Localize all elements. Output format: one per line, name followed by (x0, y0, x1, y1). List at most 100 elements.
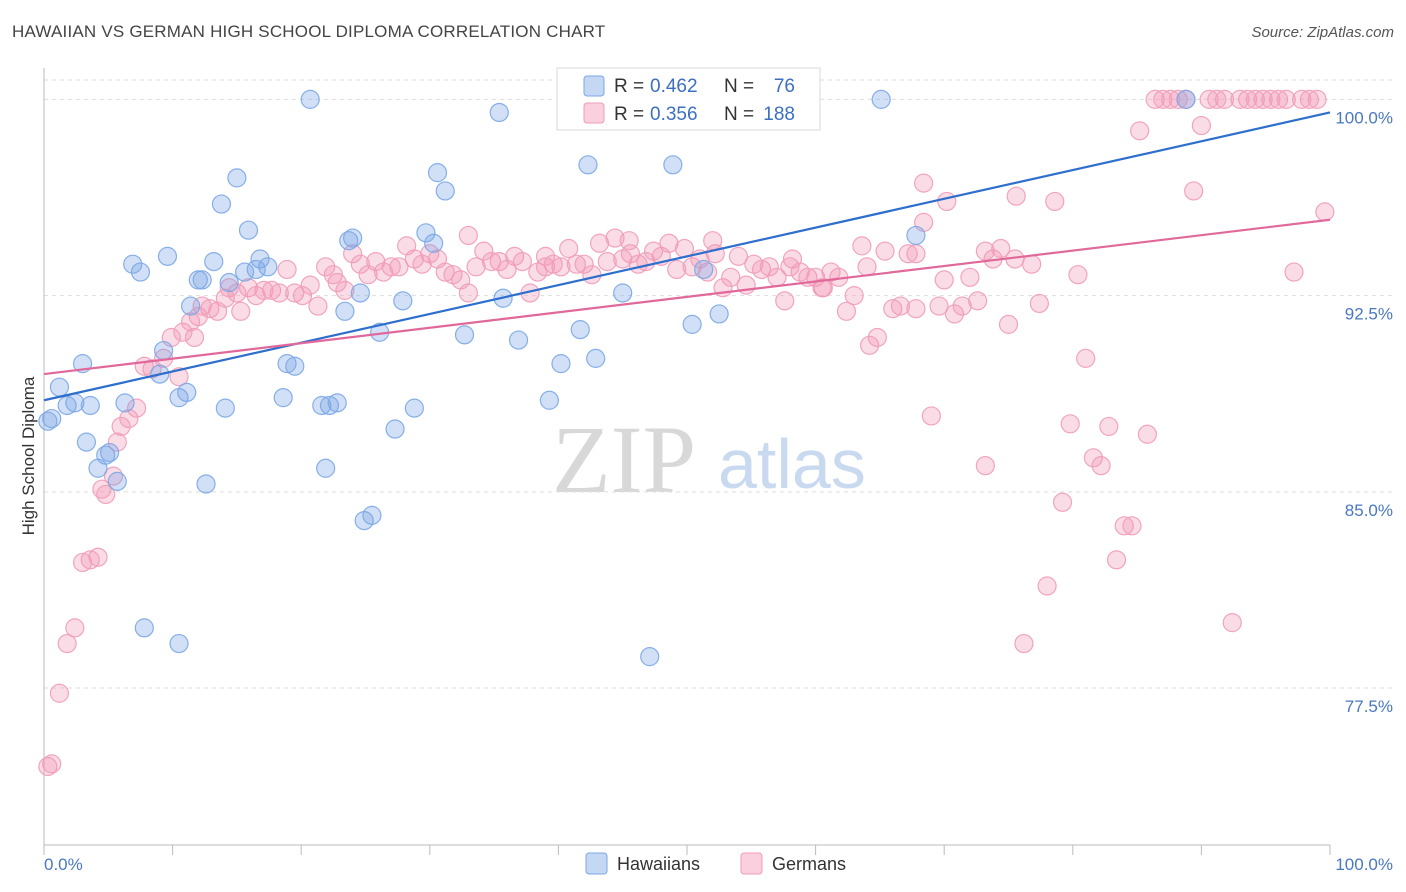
series-legend: Hawaiians Germans (585, 852, 846, 875)
hawaiian-point (489, 102, 509, 123)
hawaiian-point (157, 246, 178, 266)
german-point (300, 275, 320, 295)
hawaiian-point (211, 194, 232, 214)
german-point (775, 291, 795, 311)
grid-lines (44, 79, 1393, 689)
hawaiian-point (300, 89, 320, 109)
german-point (867, 327, 887, 348)
german-point (682, 257, 702, 277)
hawaiian-point (123, 254, 143, 274)
legend-label-hawaiians: Hawaiians (617, 854, 700, 874)
series-germans (38, 89, 1335, 777)
german-point (1307, 89, 1327, 109)
german-point (968, 291, 988, 311)
y-tick-label: 92.5% (1345, 305, 1393, 324)
german-point (1045, 191, 1065, 212)
german-point (1145, 89, 1165, 109)
hawaiian-point (204, 251, 224, 272)
german-point (721, 267, 741, 287)
german-point (466, 257, 486, 277)
german-point (780, 257, 800, 277)
stats-r-label-germans: R = (614, 104, 644, 125)
german-point (1238, 89, 1258, 109)
german-point (308, 296, 328, 316)
hawaiian-point (871, 89, 891, 109)
german-point (1230, 89, 1250, 109)
german-point (72, 552, 93, 573)
hawaiian-point (327, 393, 347, 413)
german-point (898, 244, 918, 264)
german-point (1276, 89, 1296, 109)
german-point (119, 408, 139, 429)
german-point (1014, 633, 1034, 654)
german-point (1214, 89, 1235, 109)
german-point (1284, 262, 1304, 282)
german-point (543, 254, 563, 274)
german-point (88, 547, 108, 567)
german-point (1122, 516, 1142, 536)
german-point (1184, 181, 1204, 201)
watermark-atlas: atlas (718, 425, 866, 503)
hawaiian-point (640, 647, 660, 667)
german-point (759, 257, 779, 277)
hawaiian-point (246, 259, 266, 280)
hawaiian-point (177, 382, 197, 403)
german-point (597, 251, 617, 272)
german-point (1299, 89, 1320, 109)
german-point (169, 367, 189, 387)
german-point (906, 299, 926, 319)
german-point (906, 244, 926, 264)
hawaiian-point (343, 228, 363, 248)
german-point (474, 241, 494, 261)
german-point (1207, 89, 1227, 109)
stats-r-value-hawaiians: 0.462 (650, 76, 698, 97)
german-point (619, 231, 639, 251)
hawaiian-point (258, 257, 278, 277)
hawaiian-point (130, 262, 151, 282)
german-point (1029, 293, 1049, 314)
legend-swatch-germans (740, 852, 763, 875)
stats-n-label-hawaiians: N = (724, 76, 754, 97)
hawaiian-point (227, 168, 247, 188)
german-point (184, 327, 205, 348)
german-point (1253, 89, 1273, 109)
german-point (991, 238, 1011, 259)
german-point (316, 257, 336, 277)
german-point (489, 251, 509, 272)
german-point (605, 228, 625, 248)
german-point (852, 236, 872, 256)
german-point (231, 301, 251, 321)
german-point (703, 231, 723, 251)
german-point (890, 296, 911, 316)
stats-n-value-germans: 188 (763, 104, 795, 125)
german-point (937, 191, 957, 212)
stats-swatch-germans (583, 102, 605, 124)
german-point (80, 550, 100, 570)
german-point (227, 283, 247, 303)
german-point (1261, 89, 1281, 109)
watermark-zip: ZIP (552, 406, 696, 513)
hawaiian-point (551, 354, 571, 374)
hawaiian-point (134, 618, 154, 638)
hawaiian-point (215, 398, 235, 418)
hawaiian-point (235, 262, 255, 282)
german-point (914, 173, 934, 193)
german-point (173, 322, 193, 342)
german-point (559, 238, 579, 259)
german-point (921, 406, 941, 426)
german-point (535, 246, 556, 266)
hawaiian-point (362, 505, 382, 525)
hawaiian-point (539, 390, 559, 410)
trend-line-germans (43, 218, 1331, 376)
german-point (1114, 516, 1134, 536)
german-point (1130, 121, 1150, 141)
legend-swatch-hawaiians (585, 852, 608, 875)
german-point (1091, 456, 1111, 476)
german-point (589, 233, 610, 253)
hawaiian-point (613, 283, 633, 303)
german-point (103, 466, 124, 486)
german-point (366, 251, 386, 272)
german-point (667, 259, 687, 280)
german-point (728, 246, 749, 266)
hawaiian-point (196, 474, 216, 494)
